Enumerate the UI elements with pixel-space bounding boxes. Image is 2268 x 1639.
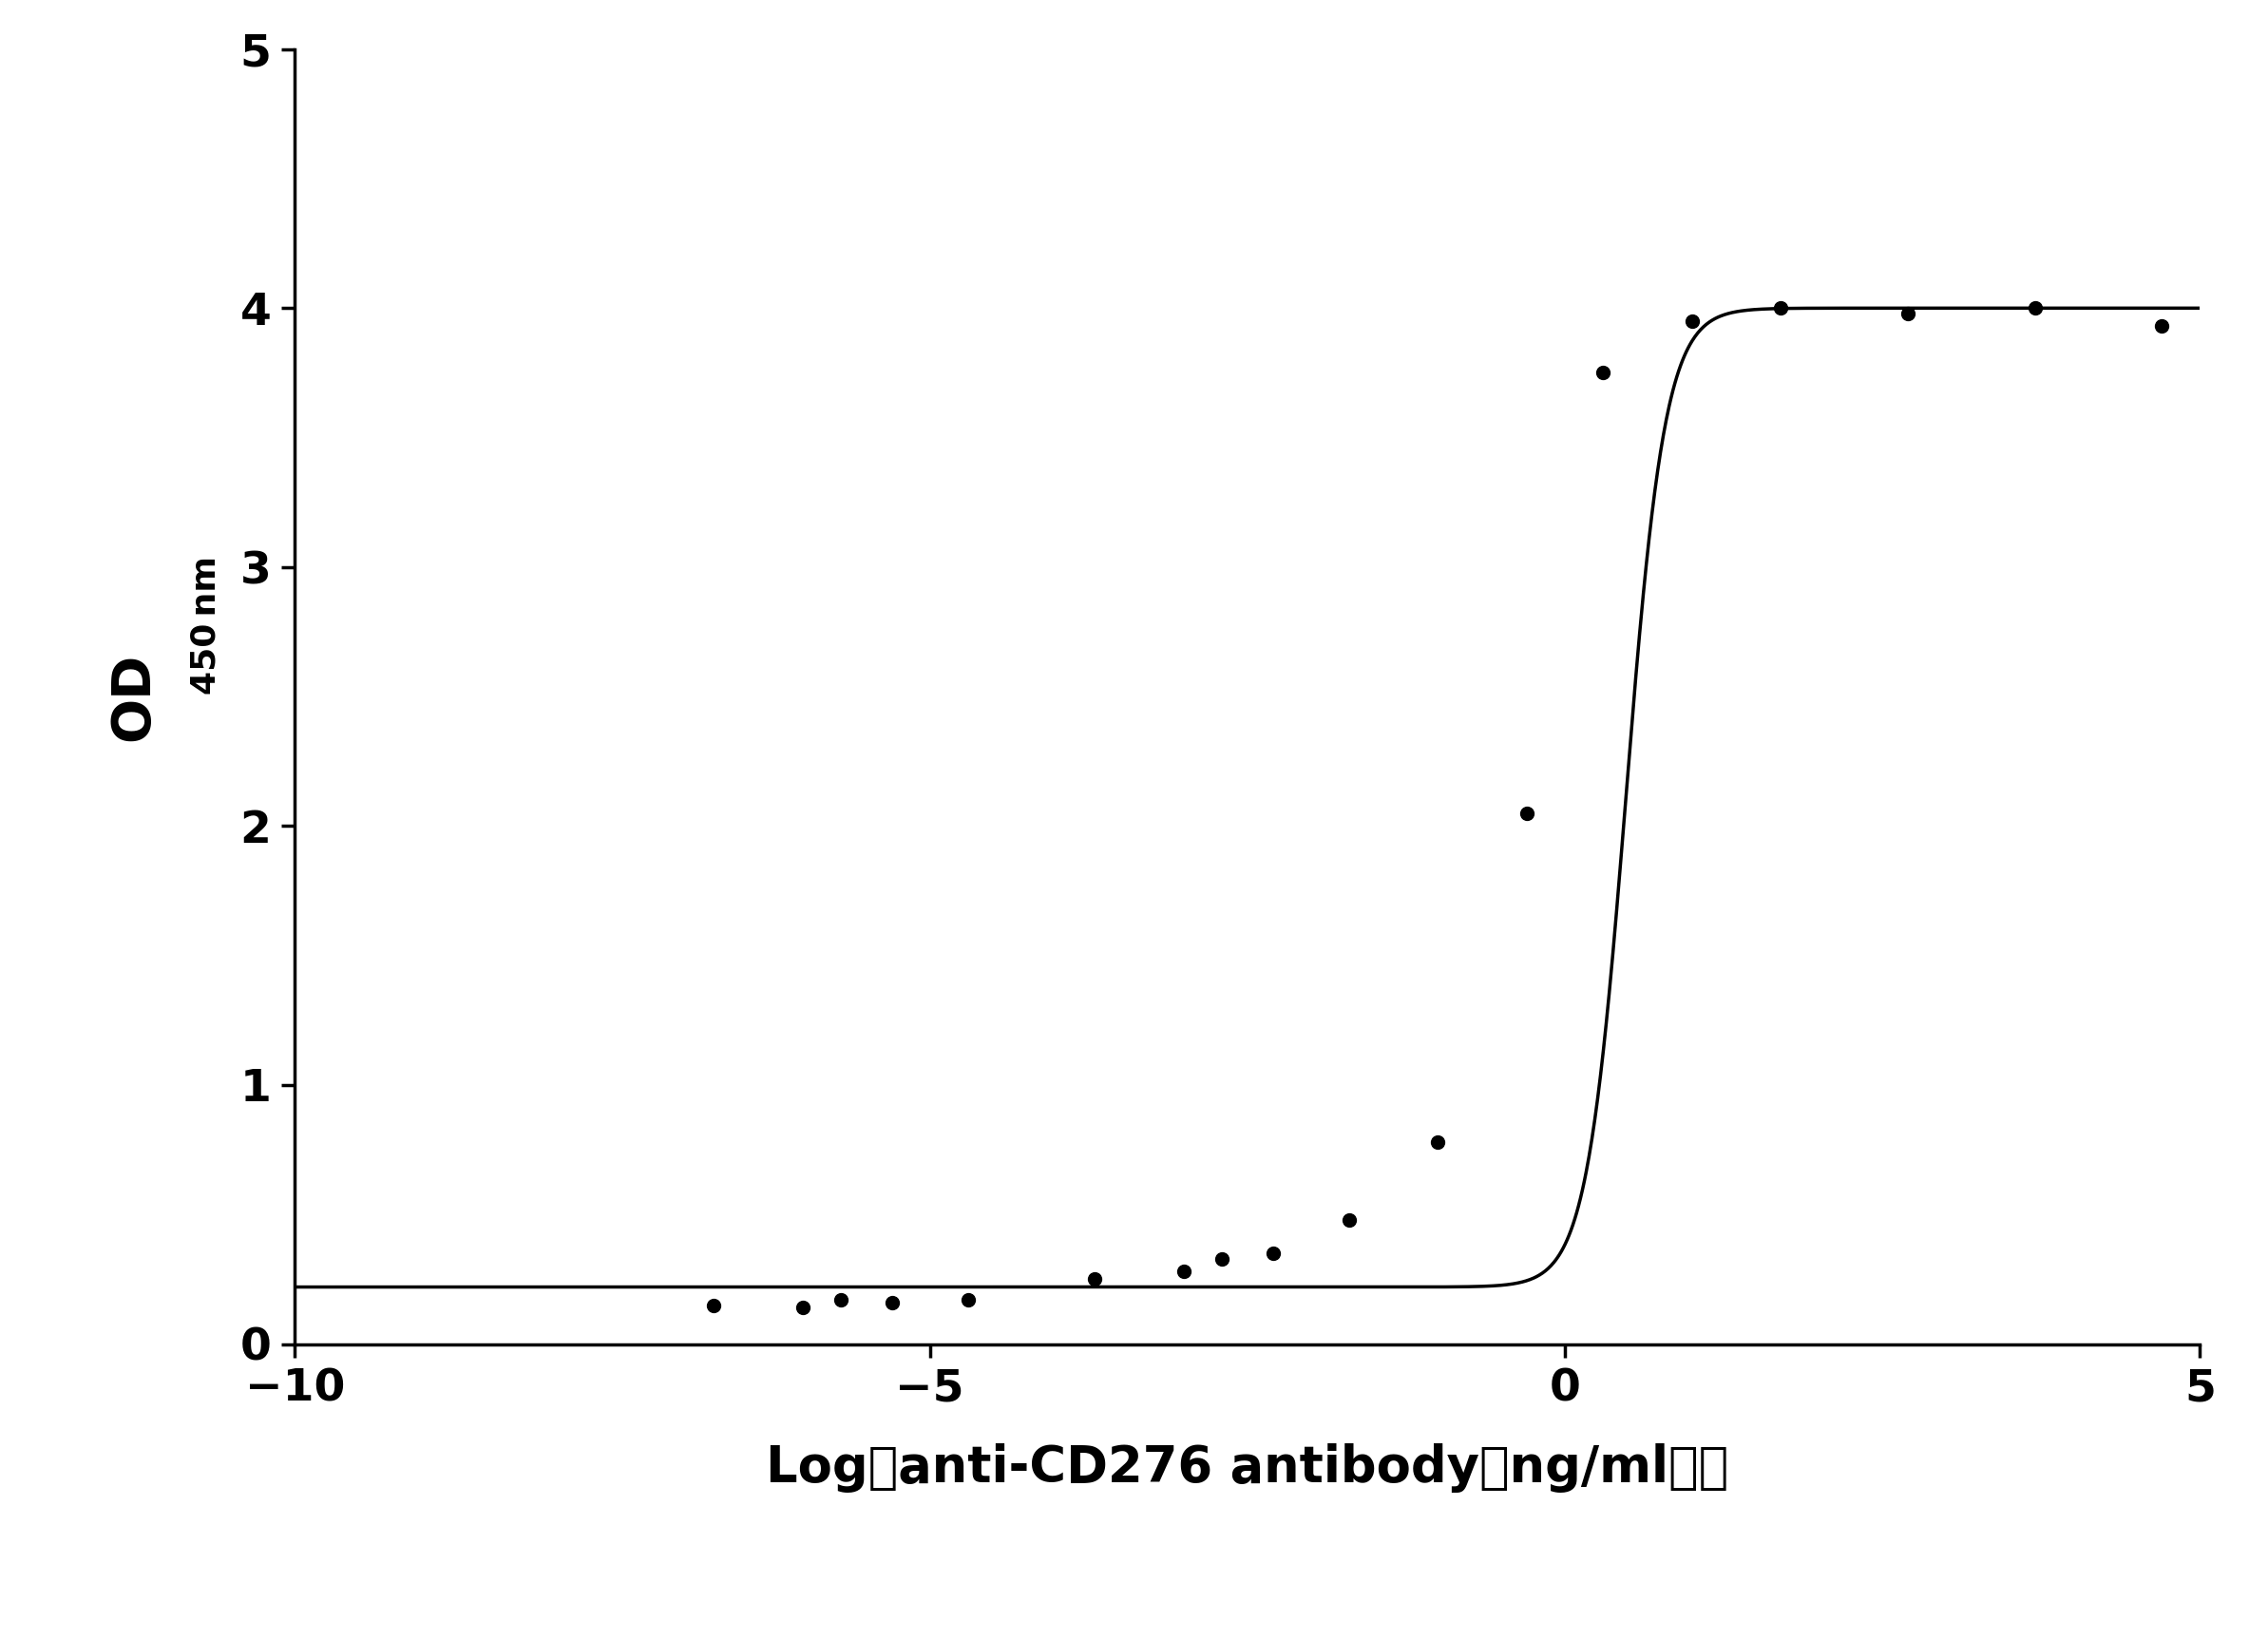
Point <box>1508 800 1545 826</box>
Point <box>1077 1267 1114 1293</box>
Point <box>2143 313 2180 339</box>
Point <box>1585 361 1622 387</box>
Point <box>823 1287 860 1313</box>
Point <box>950 1287 987 1313</box>
Point <box>1254 1241 1290 1267</box>
Point <box>1762 295 1799 321</box>
Point <box>873 1290 909 1316</box>
Text: OD: OD <box>107 652 159 741</box>
Point <box>785 1295 821 1321</box>
Point <box>1166 1259 1202 1285</box>
Point <box>1420 1129 1456 1155</box>
X-axis label: Log（anti-CD276 antibody（ng/ml））: Log（anti-CD276 antibody（ng/ml）） <box>767 1444 1728 1493</box>
Point <box>1889 300 1926 326</box>
Point <box>696 1292 733 1318</box>
Text: 450 nm: 450 nm <box>188 556 222 695</box>
Point <box>2016 295 2053 321</box>
Point <box>1204 1246 1241 1272</box>
Point <box>1674 308 1710 334</box>
Point <box>1331 1206 1368 1233</box>
